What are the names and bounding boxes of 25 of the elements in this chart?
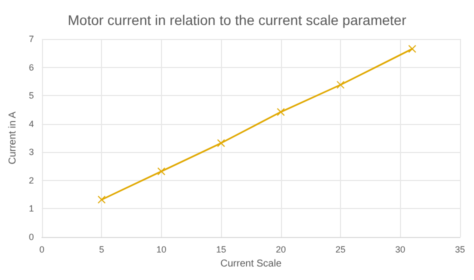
- point: [408, 44, 416, 53]
- y-tick-label: 3: [28, 147, 34, 158]
- y-tick-label: 6: [28, 62, 34, 72]
- x-tick-label: 25: [336, 244, 346, 254]
- y-tick-label: 5: [28, 90, 34, 101]
- y-tick-label: 4: [28, 118, 34, 129]
- x-tick-label: 35: [454, 244, 466, 254]
- x-axis-title: Current Scale: [220, 258, 282, 270]
- point: [157, 167, 166, 176]
- y-axis-title: Current in A: [8, 111, 18, 164]
- y-tick-label: 7: [28, 34, 34, 44]
- x-tick-label: 30: [395, 244, 406, 254]
- chart-title: Motor current in relation to the current scale parameter: [68, 12, 407, 28]
- point: [336, 80, 345, 89]
- y-tick-label: 2: [28, 175, 34, 186]
- x-tick-label: 15: [216, 244, 226, 254]
- x-tick-label: 20: [276, 244, 286, 254]
- x-tick-label: 10: [156, 244, 166, 254]
- point: [276, 108, 285, 116]
- point: [98, 196, 106, 204]
- y-tick-label: 0: [28, 232, 34, 242]
- y-tick-label: 1: [28, 204, 34, 214]
- x-tick-label: 5: [99, 244, 104, 254]
- x-tick-label: 0: [39, 244, 44, 254]
- point: [217, 139, 226, 148]
